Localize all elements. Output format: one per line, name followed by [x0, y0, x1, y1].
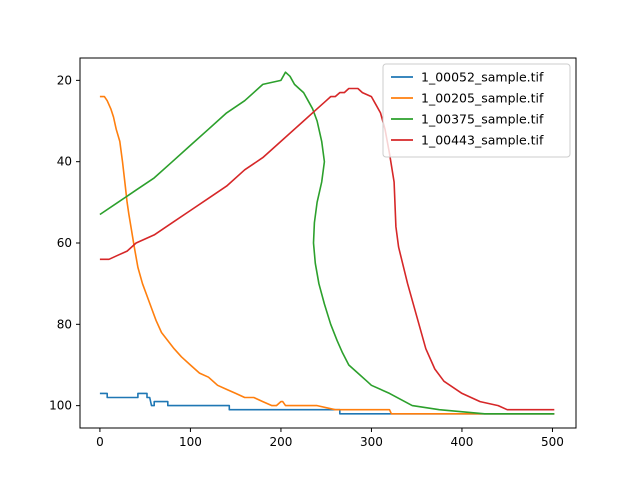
y-tick-label: 60: [57, 236, 72, 250]
series-line-2: [99, 95, 555, 415]
y-tick-label: 100: [49, 399, 72, 413]
legend: 1_00052_sample.tif 1_00205_sample.tif 1_00…: [382, 63, 571, 158]
x-tick-label: 300: [360, 435, 383, 449]
x-tick-label: 400: [451, 435, 474, 449]
x-axis: 0 100 200 300 400 500: [96, 428, 564, 449]
series-line-3: [99, 71, 555, 415]
x-tick-label: 100: [179, 435, 202, 449]
y-tick-label: 20: [57, 73, 72, 87]
legend-box: [382, 63, 571, 158]
legend-label: 1_00443_sample.tif: [421, 133, 544, 148]
legend-label: 1_00375_sample.tif: [421, 112, 544, 127]
x-tick-label: 200: [269, 435, 292, 449]
legend-label: 1_00205_sample.tif: [421, 91, 544, 106]
series-layer: [99, 71, 555, 415]
y-axis: 20 40 60 80 100: [49, 73, 80, 413]
y-tick-label: 80: [57, 317, 72, 331]
legend-label: 1_00052_sample.tif: [421, 70, 544, 85]
x-tick-label: 0: [96, 435, 104, 449]
series-line-4: [99, 87, 555, 411]
y-tick-label: 40: [57, 155, 72, 169]
x-tick-label: 500: [541, 435, 564, 449]
